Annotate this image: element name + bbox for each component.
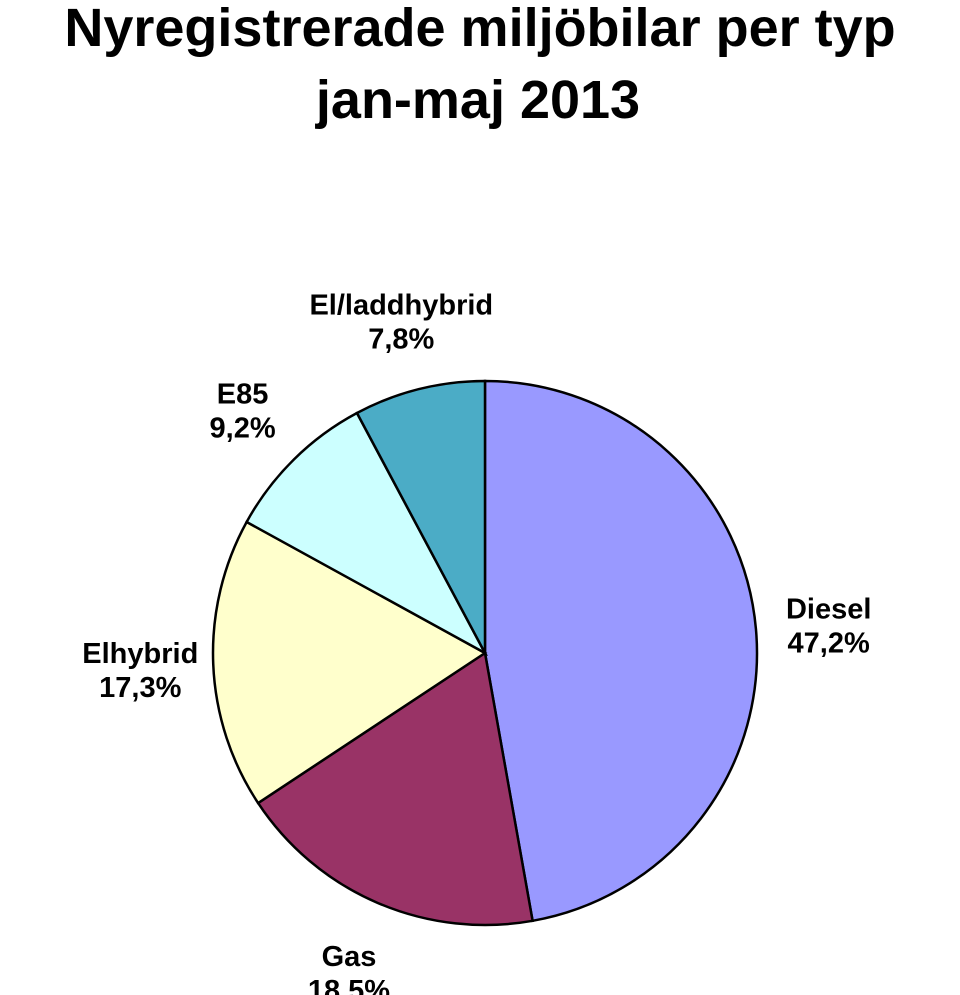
- chart-title: Nyregistrerade miljöbilar per typ: [64, 0, 895, 58]
- pie-slice: [244, 411, 489, 657]
- value-label: 47,2%: [788, 628, 870, 660]
- value-label: 18,5%: [308, 975, 390, 995]
- slice-label: El/laddhybrid: [309, 289, 493, 321]
- pie-slice: [355, 379, 487, 654]
- value-label: 17,3%: [99, 672, 181, 704]
- value-label: 9,2%: [210, 413, 276, 445]
- pie-slice: [211, 520, 488, 805]
- slice-label: E85: [217, 379, 269, 411]
- slice-label: Gas: [322, 941, 377, 973]
- slice-label: Elhybrid: [82, 638, 198, 670]
- pie-slice: [256, 650, 535, 927]
- pie-slice: [483, 379, 759, 923]
- chart-subtitle: jan-maj 2013: [315, 70, 640, 130]
- value-label: 7,8%: [368, 323, 434, 355]
- slice-label: Diesel: [786, 594, 871, 626]
